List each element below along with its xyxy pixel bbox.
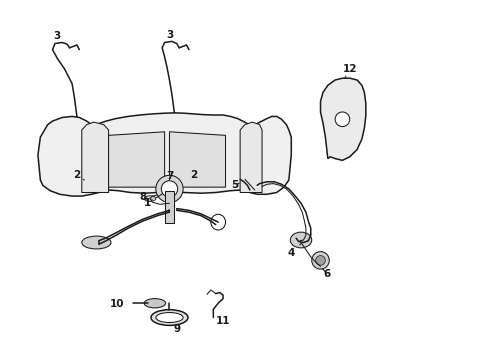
Text: 3: 3 — [166, 30, 173, 40]
Text: 1: 1 — [144, 194, 162, 208]
Text: 12: 12 — [343, 64, 357, 78]
Polygon shape — [170, 132, 225, 187]
Text: 5: 5 — [232, 180, 239, 190]
Circle shape — [312, 252, 329, 269]
Polygon shape — [82, 122, 109, 193]
Text: 7: 7 — [166, 171, 173, 181]
Text: 4: 4 — [288, 244, 301, 258]
Text: 2: 2 — [190, 170, 197, 180]
Text: 9: 9 — [173, 324, 180, 334]
Circle shape — [161, 181, 178, 197]
Ellipse shape — [151, 310, 188, 325]
Ellipse shape — [144, 196, 156, 202]
Ellipse shape — [211, 214, 225, 230]
Polygon shape — [109, 132, 165, 187]
Ellipse shape — [144, 298, 166, 308]
Polygon shape — [240, 122, 262, 193]
Bar — [165, 191, 174, 223]
Circle shape — [156, 175, 183, 203]
Polygon shape — [320, 78, 366, 160]
Ellipse shape — [82, 236, 111, 249]
Circle shape — [316, 256, 325, 265]
Text: 3: 3 — [54, 31, 61, 41]
Text: 8: 8 — [139, 192, 152, 202]
Polygon shape — [38, 113, 291, 196]
Text: 11: 11 — [216, 316, 230, 326]
Text: 2: 2 — [74, 170, 84, 180]
Text: 10: 10 — [110, 299, 124, 309]
Ellipse shape — [290, 232, 312, 248]
Ellipse shape — [156, 312, 183, 323]
Circle shape — [335, 112, 350, 127]
Text: 6: 6 — [322, 269, 330, 279]
